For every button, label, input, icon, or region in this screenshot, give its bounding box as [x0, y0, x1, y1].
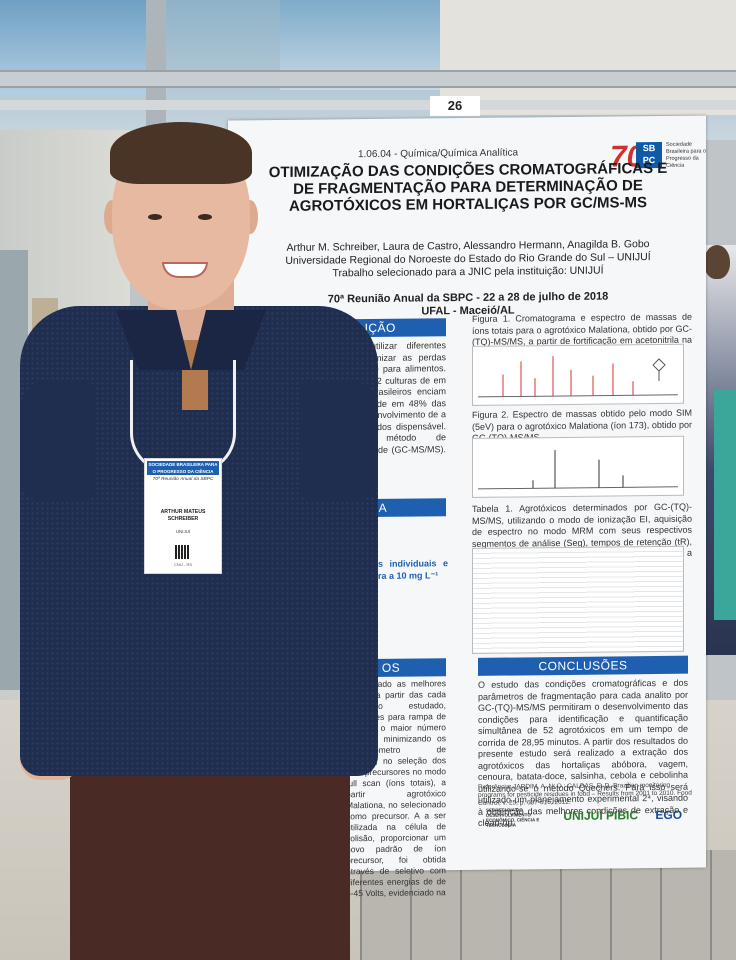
table-1 — [472, 545, 684, 654]
figure-1-chromatogram — [472, 343, 684, 406]
spectrum-graphic — [478, 450, 678, 490]
reference-text: Referência: JARDIM, A. N. O.; CALDAS, E.… — [478, 781, 692, 807]
person-pants — [70, 740, 350, 960]
person-right-sleeve — [300, 380, 378, 500]
wall-right — [440, 0, 736, 115]
name-badge: SOCIEDADE BRASILEIRA PARA O PROGRESSO DA… — [144, 458, 222, 574]
badge-qr-code — [175, 545, 189, 559]
ceiling-beam — [0, 70, 736, 88]
method-text: s individuais e ra a 10 mg L⁻¹ — [378, 558, 448, 581]
ego-logo: EGO — [655, 807, 683, 823]
scientific-poster: 1.06.04 - Química/Química Analítica 70 S… — [228, 115, 706, 898]
poster-area: 1.06.04 - Química/Química Analítica — [357, 147, 519, 161]
background-person-teal — [714, 390, 736, 620]
pibic-logo: UNIJUÍ PIBIC — [563, 808, 639, 824]
sbpc-logo-subtitle: Sociedade Brasileira para o Progresso da… — [666, 141, 707, 169]
booth-number-tag: 26 — [430, 96, 480, 116]
badge-name: ARTHUR MATEUS SCHREIBER — [160, 509, 206, 522]
footer-logos: SECRETARIA DO DESENVOLVIMENTO ECONÔMICO,… — [486, 806, 696, 828]
poster-title: OTIMIZAÇÃO DAS CONDIÇÕES CROMATOGRÁFICAS… — [268, 159, 668, 215]
secretaria-logo: SECRETARIA DO DESENVOLVIMENTO ECONÔMICO,… — [486, 807, 540, 828]
figure-2-spectrum — [472, 435, 684, 498]
person-left-sleeve — [20, 380, 94, 500]
badge-category: CNIJ - RS — [174, 562, 192, 567]
badge-institution: UNIJUÍ — [175, 529, 191, 534]
person-hair — [110, 122, 252, 184]
person-left-eye — [148, 214, 162, 220]
chromatogram-graphic — [478, 356, 678, 398]
badge-event: 70ª Reunião Anual da SBPC — [152, 477, 214, 482]
poster-authors-block: Arthur M. Schreiber, Laura de Castro, Al… — [268, 238, 668, 281]
ceiling-beam-lower — [0, 100, 736, 110]
person-right-eye — [198, 214, 212, 220]
section-conclusions-header: CONCLUSÕES — [478, 655, 688, 676]
badge-lanyard — [130, 360, 236, 473]
badge-header: SOCIEDADE BRASILEIRA PARA O PROGRESSO DA… — [147, 461, 219, 475]
background-person-head — [704, 245, 730, 279]
